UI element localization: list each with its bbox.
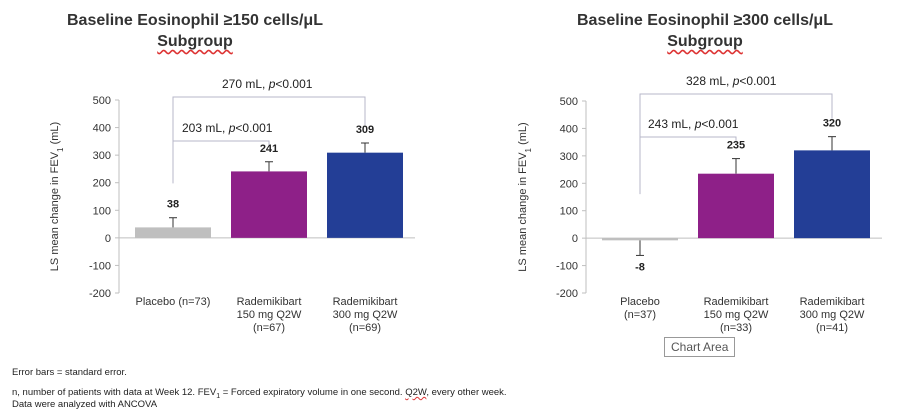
chart-2-bar-2 <box>698 173 774 239</box>
chart-1-title: Baseline Eosinophil ≥150 cells/μL Subgro… <box>60 10 330 52</box>
chart-2-comparison-bracket-2 <box>639 93 833 169</box>
chart-1-y-tick-label: -200 <box>89 288 111 300</box>
chart-1-data-label-1: 38 <box>167 199 179 211</box>
chart-1-category-label-2: Rademikibart 150 mg Q2W (n=67) <box>237 296 302 334</box>
footnote-definitions-sub: 1 <box>216 392 221 400</box>
footnote-definitions-b: = Forced expiratory volume in one second… <box>220 387 406 398</box>
chart-1-category-label-3: Rademikibart 300 mg Q2W (n=69) <box>333 296 398 334</box>
chart-2-comparison-label-1: 243 mL, p<0.001 <box>648 117 739 131</box>
chart-2-y-tick-label: 0 <box>572 233 578 245</box>
chart-1-data-label-3: 309 <box>356 124 374 136</box>
footnote-error-bars: Error bars = standard error. <box>12 367 127 378</box>
chart-2-category-label-3: Rademikibart 300 mg Q2W (n=41) <box>800 296 865 334</box>
chart-2-bar-1 <box>602 238 678 241</box>
footnote-analysis: Data were analyzed with ANCOVA <box>12 399 158 410</box>
chart-1-data-label-2: 241 <box>260 143 278 155</box>
chart-2-bar-3 <box>794 150 870 239</box>
chart-area-tooltip: Chart Area <box>664 337 736 357</box>
chart-2-y-tick-label: 200 <box>560 178 578 190</box>
chart-2-y-tick-label: 500 <box>560 96 578 108</box>
footnote-definitions-q2w: Q2W <box>405 387 427 398</box>
chart-1-y-tick-label: 300 <box>93 150 111 162</box>
chart-2-data-label-2: 235 <box>727 140 745 152</box>
chart-1-title-line1: Baseline Eosinophil ≥150 cells/μL <box>67 12 323 29</box>
chart-1-category-label-1: Placebo (n=73) <box>136 296 211 308</box>
chart-2-y-tick-label: 100 <box>560 206 578 218</box>
chart-2-title: Baseline Eosinophil ≥300 cells/μL Subgro… <box>560 10 850 52</box>
chart-1-y-tick-label: 0 <box>105 233 111 245</box>
chart-1-comparison-bracket-2 <box>172 96 366 158</box>
chart-1-title-line2: Subgroup <box>157 33 233 50</box>
chart-1-bar-3 <box>327 152 403 238</box>
chart-1-y-tick-label: 400 <box>93 123 111 135</box>
chart-2-comparison-label-2: 328 mL, p<0.001 <box>686 74 777 88</box>
chart-1-y-tick-label: 500 <box>93 95 111 107</box>
chart-2-category-label-2: Rademikibart 150 mg Q2W (n=33) <box>704 296 769 334</box>
chart-2-category-label-1: Placebo (n=37) <box>620 296 660 321</box>
chart-2-title-line2: Subgroup <box>667 33 743 50</box>
footnote-definitions: n, number of patients with data at Week … <box>12 387 507 400</box>
chart-1-y-tick-label: 100 <box>93 205 111 217</box>
chart-1-comparison-bracket-1 <box>172 140 270 184</box>
chart-2-title-line1: Baseline Eosinophil ≥300 cells/μL <box>577 12 833 29</box>
chart-1-y-tick-label: 200 <box>93 178 111 190</box>
chart-2-y-tick-label: 300 <box>560 151 578 163</box>
chart-2-y-tick-label: 400 <box>560 123 578 135</box>
footnote-definitions-c: , every other week. <box>426 387 507 398</box>
chart-2-y-axis-label: LS mean change in FEV1 (mL) <box>517 122 533 271</box>
chart-2-data-label-3: 320 <box>823 118 841 130</box>
chart-2-y-tick-label: -200 <box>556 288 578 300</box>
chart-1-bar-2 <box>231 171 307 238</box>
chart-1-bar-1 <box>135 227 211 238</box>
chart-1-comparison-label-1: 203 mL, p<0.001 <box>182 121 273 135</box>
footnote-definitions-a: n, number of patients with data at Week … <box>12 387 217 398</box>
chart-1-comparison-label-2: 270 mL, p<0.001 <box>222 77 313 91</box>
chart-2-y-tick-label: -100 <box>556 261 578 273</box>
chart-1-y-axis-label: LS mean change in FEV1 (mL) <box>49 122 65 271</box>
chart-1-y-tick-label: -100 <box>89 260 111 272</box>
chart-2-data-label-1: -8 <box>635 261 645 273</box>
